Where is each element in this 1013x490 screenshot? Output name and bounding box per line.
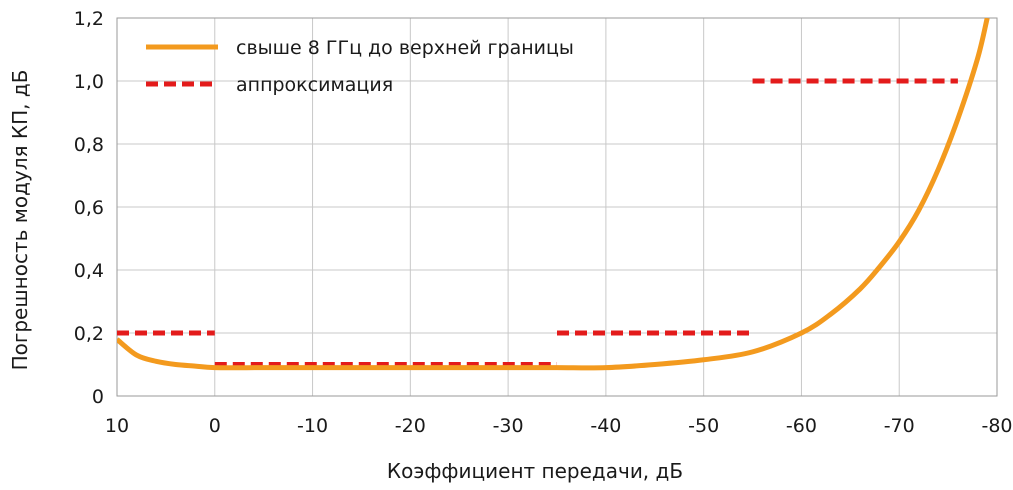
series-layer xyxy=(117,18,990,371)
x-tick-label: -60 xyxy=(786,415,817,437)
y-axis-title: Погрешность модуля КП, дБ xyxy=(8,70,32,371)
series-clip-group xyxy=(117,18,990,371)
y-tick-label: 0,6 xyxy=(74,197,104,219)
x-tick-label: -10 xyxy=(297,415,328,437)
x-tick-label: 10 xyxy=(105,415,129,437)
legend-label-dashed: аппроксимация xyxy=(236,74,393,96)
x-axis-title: Коэффициент передачи, дБ xyxy=(387,459,683,483)
x-tick-label: -30 xyxy=(493,415,524,437)
x-tick-label: -70 xyxy=(884,415,915,437)
y-tick-label: 0,2 xyxy=(74,323,104,345)
error-curve xyxy=(117,18,990,371)
x-tick-label: -80 xyxy=(981,415,1012,437)
y-tick-label: 0 xyxy=(92,386,104,408)
tick-labels: 10 0 -10 -20 -30 -40 -50 -60 -70 -8000,20,40,60,8… xyxy=(74,8,1013,437)
x-tick-label: -20 xyxy=(395,415,426,437)
legend-label-solid: свыше 8 ГГц до верхней границы xyxy=(236,37,574,59)
y-tick-label: 1,2 xyxy=(74,8,104,30)
legend: свыше 8 ГГц до верхней границы аппроксим… xyxy=(146,37,574,96)
y-tick-label: 0,4 xyxy=(74,260,104,282)
plot-frame xyxy=(116,17,998,397)
y-tick-label: 0,8 xyxy=(74,134,104,156)
y-tick-label: 1,0 xyxy=(74,71,104,93)
x-tick-label: -50 xyxy=(688,415,719,437)
x-tick-label: 0 xyxy=(209,415,221,437)
x-tick-label: -40 xyxy=(590,415,621,437)
